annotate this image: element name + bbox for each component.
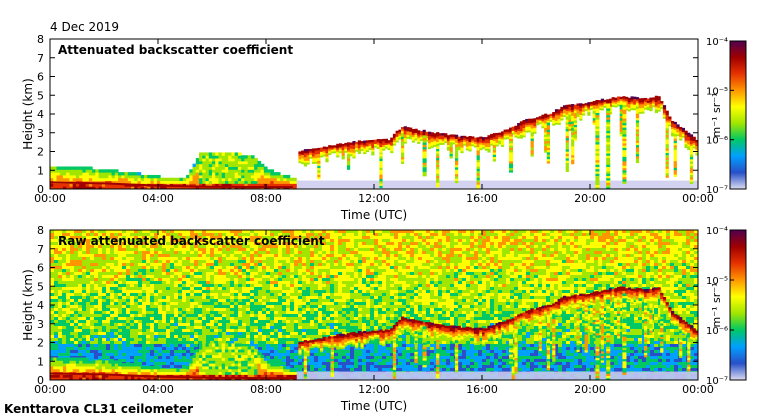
colorbar-tick-label: 10⁻⁶ xyxy=(706,136,728,147)
x-tick-label: 12:00 xyxy=(358,192,390,205)
colorbar-tick-label: 10⁻⁵ xyxy=(706,276,728,287)
x-axis-label: Time (UTC) xyxy=(340,208,407,222)
panel-2: Raw attenuated backscatter coefficient00… xyxy=(21,224,747,413)
x-tick-label: 16:00 xyxy=(466,383,498,396)
x-tick-label: 20:00 xyxy=(574,383,606,396)
x-tick-label: 08:00 xyxy=(250,192,282,205)
y-tick-label: 4 xyxy=(37,299,44,312)
y-tick-label: 2 xyxy=(37,146,44,159)
x-tick-label: 00:00 xyxy=(34,383,66,396)
colorbar-tick-label: 10⁻⁴ xyxy=(706,226,728,237)
y-tick-label: 3 xyxy=(37,127,44,140)
colorbar-ramp xyxy=(729,229,747,381)
x-tick-label: 00:00 xyxy=(682,383,714,396)
x-tick-label: 20:00 xyxy=(574,192,606,205)
x-axis-label: Time (UTC) xyxy=(340,399,407,413)
y-tick-label: 0 xyxy=(37,374,44,387)
y-tick-label: 6 xyxy=(37,262,44,275)
y-tick-label: 2 xyxy=(37,337,44,350)
y-tick-label: 8 xyxy=(37,224,44,237)
colorbar-tick-label: 10⁻⁴ xyxy=(706,37,728,48)
footer-station-label: Kenttarova CL31 ceilometer xyxy=(4,402,194,416)
y-tick-label: 7 xyxy=(37,52,44,65)
colorbar: 10⁻⁷ 10⁻⁶ 10⁻⁵ 10⁻⁴ m⁻¹ sr⁻¹ xyxy=(706,226,747,387)
colorbar-unit-label: m⁻¹ sr⁻¹ xyxy=(710,283,723,328)
y-tick-label: 5 xyxy=(37,89,44,102)
x-tick-label: 00:00 xyxy=(682,192,714,205)
plot-area xyxy=(50,39,698,189)
backscatter-field xyxy=(49,230,699,381)
x-tick-label: 16:00 xyxy=(466,192,498,205)
colorbar-ramp xyxy=(729,40,747,190)
y-tick-label: 1 xyxy=(37,355,44,368)
x-tick-label: 08:00 xyxy=(250,383,282,396)
colorbar-tick-label: 10⁻⁷ xyxy=(706,185,728,196)
y-tick-label: 7 xyxy=(37,243,44,256)
y-tick-label: 0 xyxy=(37,183,44,196)
colorbar-unit-label: m⁻¹ sr⁻¹ xyxy=(710,93,723,138)
colorbar: 10⁻⁷ 10⁻⁶ 10⁻⁵ 10⁻⁴ m⁻¹ sr⁻¹ xyxy=(706,37,747,196)
y-tick-label: 1 xyxy=(37,164,44,177)
y-tick-label: 4 xyxy=(37,108,44,121)
y-tick-label: 8 xyxy=(37,33,44,46)
colorbar-tick-label: 10⁻⁵ xyxy=(706,86,728,97)
x-tick-label: 04:00 xyxy=(142,383,174,396)
colorbar-tick-label: 10⁻⁷ xyxy=(706,376,728,387)
x-tick-label: 12:00 xyxy=(358,383,390,396)
y-axis-label: Height (km) xyxy=(21,269,35,340)
date-label: 4 Dec 2019 xyxy=(50,20,120,34)
x-tick-label: 04:00 xyxy=(142,192,174,205)
x-tick-label: 00:00 xyxy=(34,192,66,205)
y-axis-label: Height (km) xyxy=(21,78,35,149)
colorbar-tick-label: 10⁻⁶ xyxy=(706,326,728,337)
panel-title: Raw attenuated backscatter coefficient xyxy=(58,234,325,248)
panel-title: Attenuated backscatter coefficient xyxy=(58,43,293,57)
y-tick-label: 5 xyxy=(37,280,44,293)
y-tick-label: 6 xyxy=(37,71,44,84)
y-tick-label: 3 xyxy=(37,318,44,331)
